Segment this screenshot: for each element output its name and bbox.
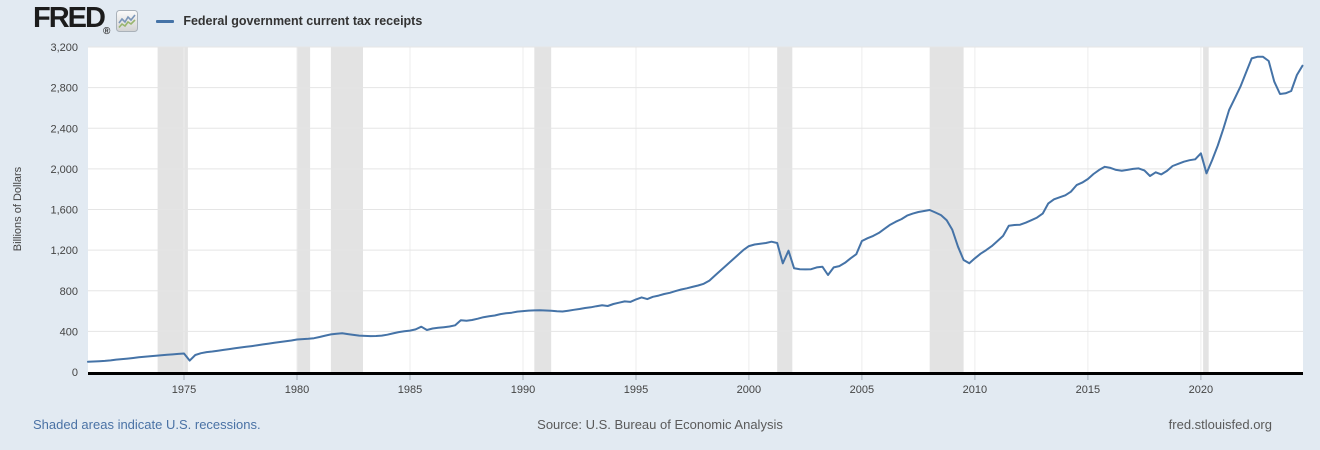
y-tick-label: 2,000: [50, 164, 78, 176]
legend-label: Federal government current tax receipts: [183, 14, 423, 28]
fred-url-link[interactable]: fred.stlouisfed.org: [1168, 417, 1272, 432]
x-tick-label: 2020: [1189, 384, 1213, 396]
chart[interactable]: 0 400 800 1,200 1,600 2,000 2,400 2,800 3,200 197…: [0, 0, 1320, 410]
y-tick-label: 0: [72, 367, 78, 379]
x-tick-label: 1985: [398, 384, 422, 396]
x-tick-label: 1980: [285, 384, 309, 396]
y-tick-label: 2,800: [50, 83, 78, 95]
x-tick-label: 2010: [963, 384, 987, 396]
sparkline-icon: [116, 10, 139, 32]
legend-line-sample: [156, 19, 175, 23]
tax-receipts-line[interactable]: [87, 55, 1304, 363]
x-tick-label: 2000: [737, 384, 761, 396]
y-tick-label: 800: [60, 286, 78, 298]
registered-mark: ®: [102, 25, 111, 37]
x-axis-line: [88, 372, 1303, 375]
chart-footer: Shaded areas indicate U.S. recessions. S…: [0, 417, 1320, 435]
x-tick-label: 1990: [511, 384, 535, 396]
x-tick-label: 2015: [1076, 384, 1100, 396]
y-tick-label: 1,600: [50, 205, 78, 217]
y-tick-label: 1,200: [50, 245, 78, 257]
x-tick-label: 2005: [850, 384, 874, 396]
x-tick-label: 1995: [624, 384, 648, 396]
x-tick-label: 1975: [172, 384, 196, 396]
legend: Federal government current tax receipts: [156, 14, 422, 28]
chart-header: FRED® Federal government current tax rec…: [33, 3, 422, 37]
y-axis-title: Billions of Dollars: [12, 166, 24, 252]
y-tick-label: 3,200: [50, 42, 78, 54]
recessions-note-link[interactable]: Shaded areas indicate U.S. recessions.: [33, 417, 261, 432]
y-tick-label: 400: [60, 326, 78, 338]
fred-logo[interactable]: FRED®: [33, 1, 111, 37]
y-tick-label: 2,400: [50, 123, 78, 135]
source-text: Source: U.S. Bureau of Economic Analysis: [537, 417, 783, 432]
